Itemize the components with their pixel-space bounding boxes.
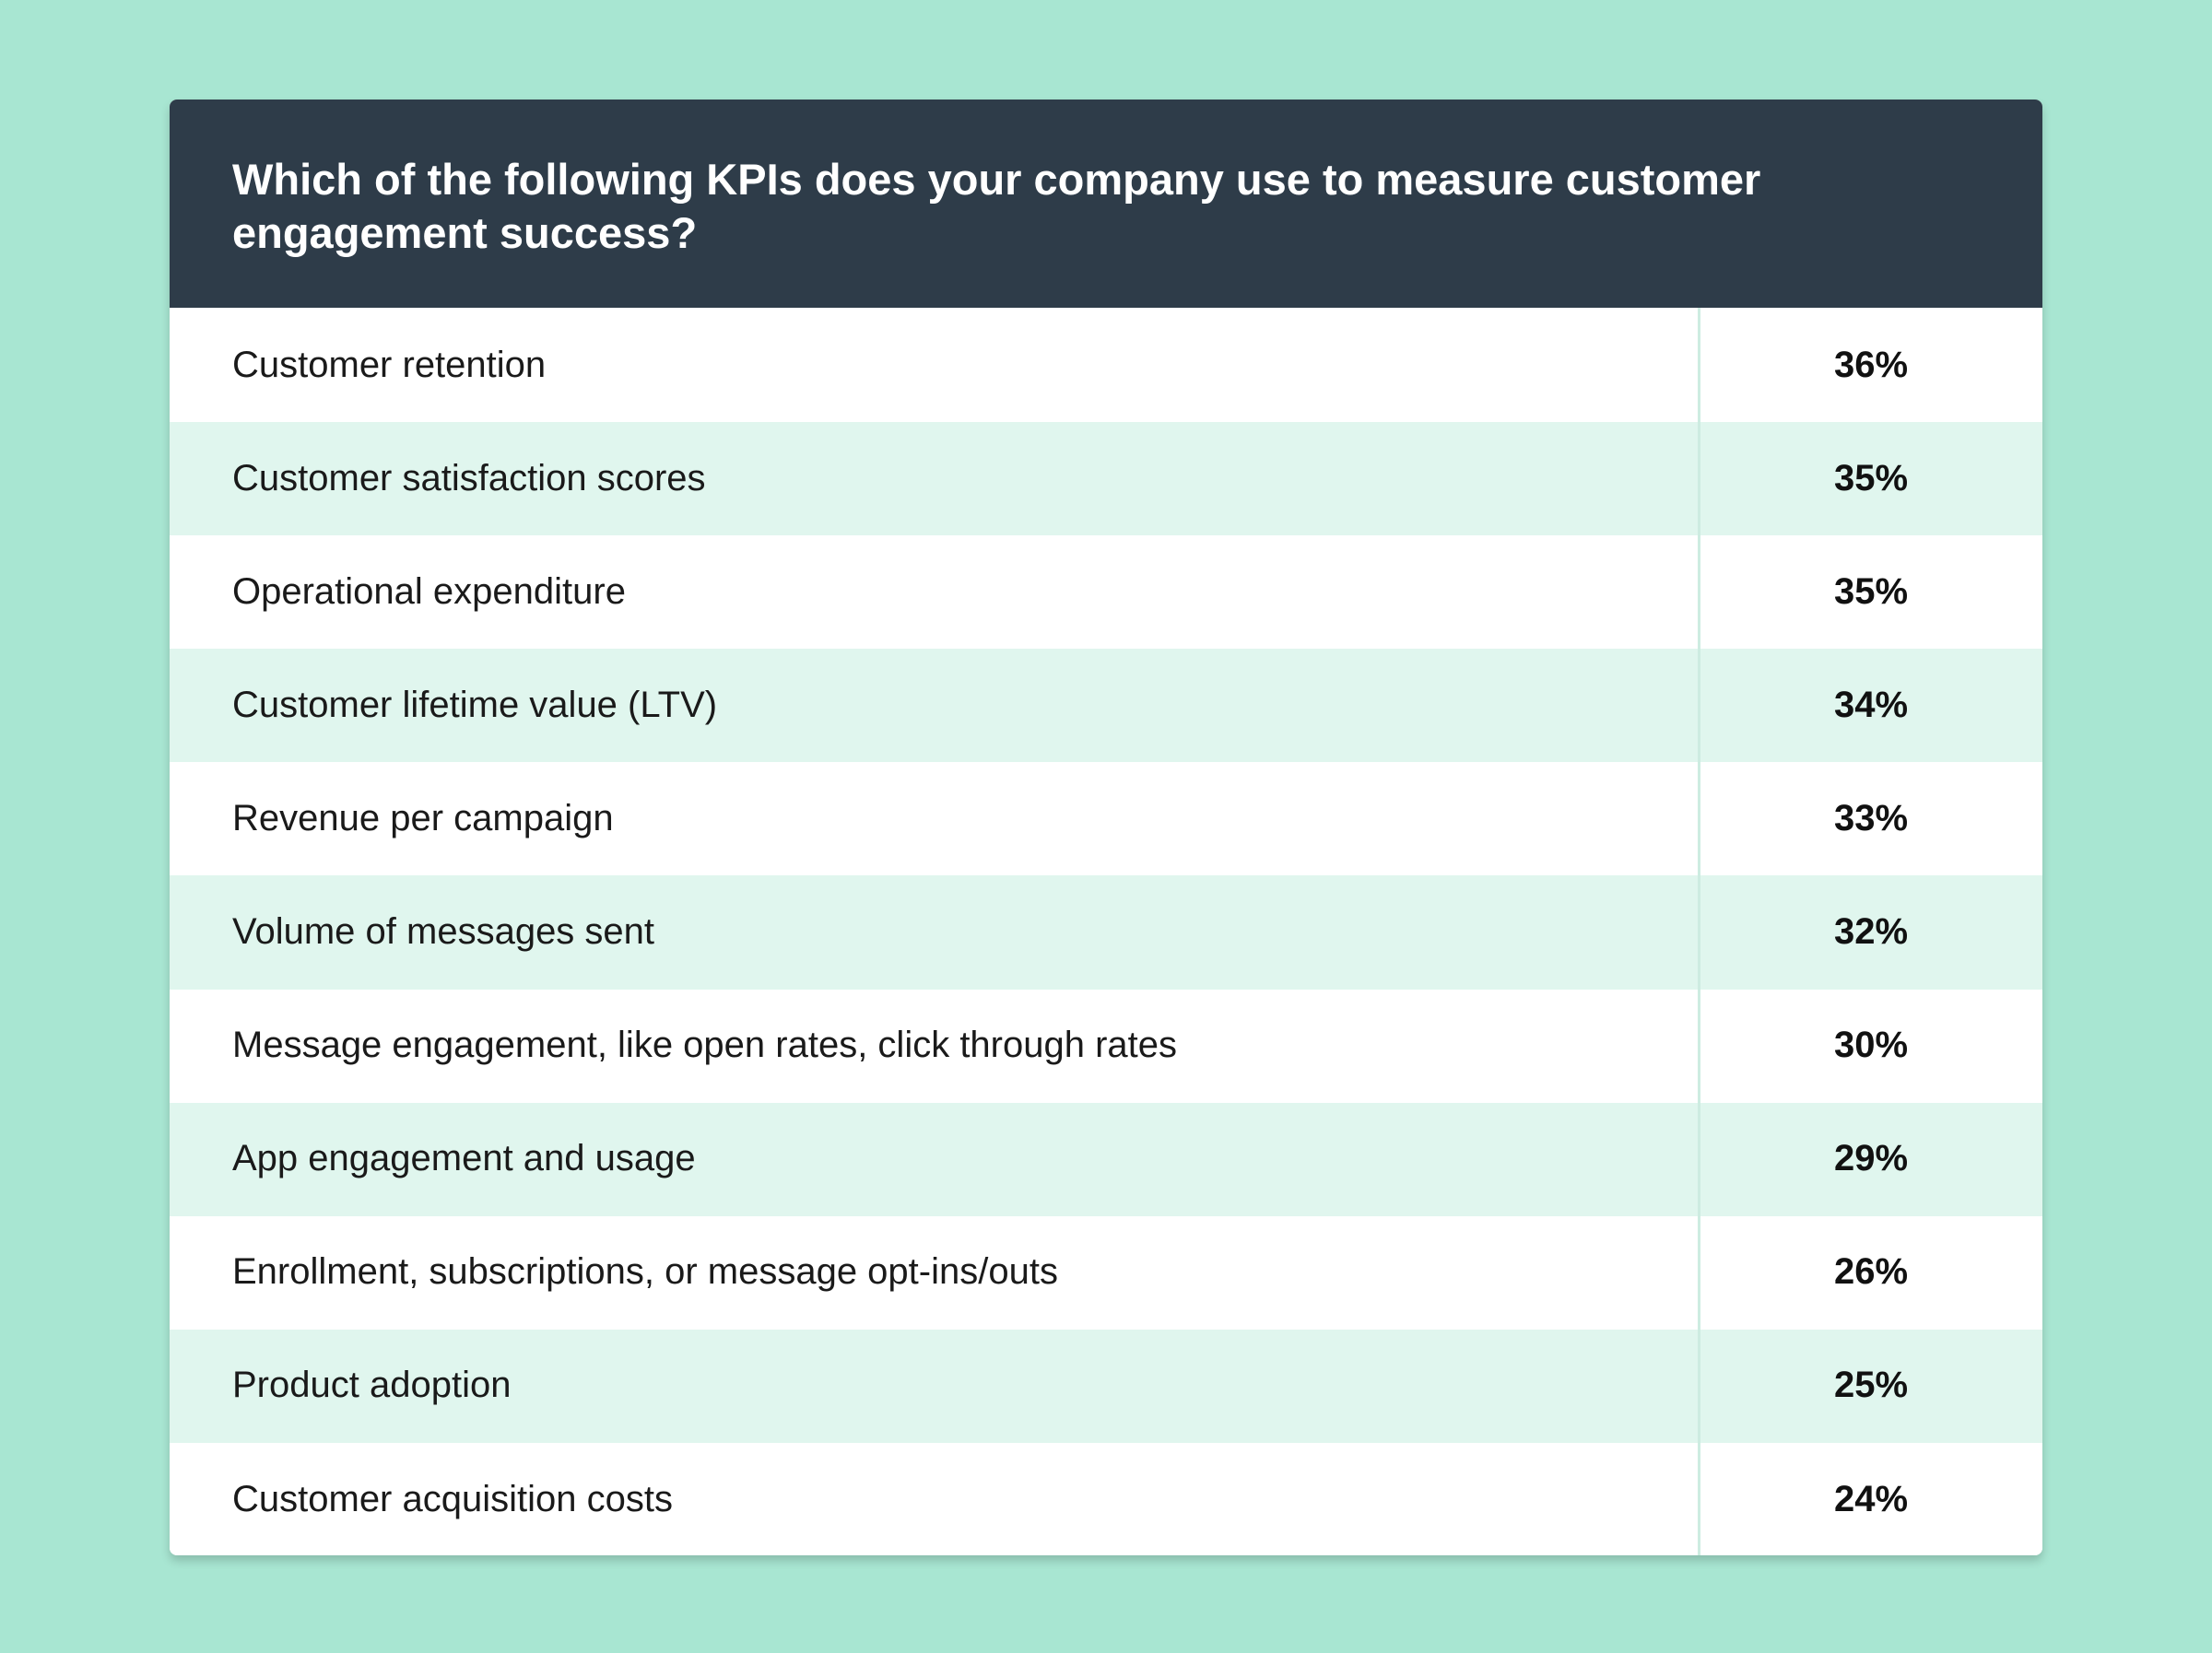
table-row: Product adoption 25% <box>170 1328 2042 1443</box>
table-row: Volume of messages sent 32% <box>170 874 2042 990</box>
kpi-value: 26% <box>1833 1251 1909 1293</box>
kpi-label: Message engagement, like open rates, cli… <box>232 1025 1178 1066</box>
table-row: Customer lifetime value (LTV) 34% <box>170 648 2042 763</box>
column-divider <box>1698 308 1700 1555</box>
table-row: Message engagement, like open rates, cli… <box>170 988 2042 1103</box>
table-row: Customer satisfaction scores 35% <box>170 421 2042 536</box>
kpi-label: Operational expenditure <box>232 570 626 612</box>
table-row: Customer acquisition costs 24% <box>170 1442 2042 1555</box>
kpi-label: Customer retention <box>232 344 547 385</box>
table-row: App engagement and usage 29% <box>170 1101 2042 1216</box>
kpi-value: 25% <box>1833 1365 1909 1406</box>
kpi-label: Revenue per campaign <box>232 797 614 838</box>
kpi-table-body: Customer acquisition costs 24% Product ado… <box>170 308 2042 1555</box>
kpi-table-card: Which of the following KPIs does your co… <box>170 100 2042 1555</box>
kpi-value: 35% <box>1833 570 1909 612</box>
table-row: Operational expenditure 35% <box>170 534 2042 650</box>
kpi-value: 24% <box>1833 1478 1909 1519</box>
kpi-label: App engagement and usage <box>232 1138 696 1179</box>
kpi-value: 36% <box>1833 344 1909 385</box>
kpi-label: Customer lifetime value (LTV) <box>232 684 718 725</box>
kpi-label: Enrollment, subscriptions, or message op… <box>232 1251 1058 1293</box>
kpi-value: 34% <box>1833 684 1909 725</box>
kpi-value: 32% <box>1833 911 1909 953</box>
table-row: Enrollment, subscriptions, or message op… <box>170 1214 2042 1330</box>
table-row: Revenue per campaign 33% <box>170 761 2042 876</box>
table-row: Customer retention 36% <box>170 308 2042 423</box>
kpi-label: Product adoption <box>232 1365 512 1406</box>
kpi-value: 30% <box>1833 1025 1909 1066</box>
kpi-label: Customer satisfaction scores <box>232 457 706 498</box>
kpi-label: Customer acquisition costs <box>232 1478 673 1519</box>
kpi-value: 33% <box>1833 797 1909 838</box>
kpi-label: Volume of messages sent <box>232 911 655 953</box>
table-header: Which of the following KPIs does your co… <box>170 100 2042 308</box>
kpi-value: 29% <box>1833 1138 1909 1179</box>
kpi-value: 35% <box>1833 457 1909 498</box>
chart-title: Which of the following KPIs does your co… <box>232 155 1761 257</box>
